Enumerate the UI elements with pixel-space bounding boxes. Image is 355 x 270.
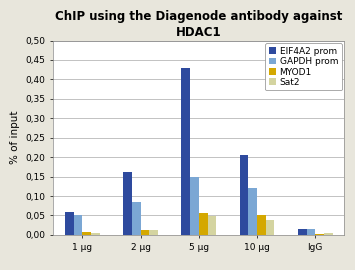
Bar — [199, 213, 208, 235]
Legend: EIF4A2 prom, GAPDH prom, MYOD1, Sat2: EIF4A2 prom, GAPDH prom, MYOD1, Sat2 — [265, 43, 342, 90]
Bar — [248, 188, 257, 235]
Bar — [315, 234, 324, 235]
Bar — [240, 155, 248, 235]
Bar — [257, 215, 266, 235]
Bar — [266, 220, 274, 235]
Bar — [65, 212, 73, 235]
Bar — [132, 202, 141, 235]
Y-axis label: % of input: % of input — [10, 111, 20, 164]
Title: ChIP using the Diagenode antibody against
HDAC1: ChIP using the Diagenode antibody agains… — [55, 10, 343, 39]
Bar — [181, 68, 190, 235]
Bar — [123, 171, 132, 235]
Bar — [208, 216, 216, 235]
Bar — [91, 232, 100, 235]
Bar — [324, 232, 333, 235]
Bar — [190, 177, 199, 235]
Bar — [306, 229, 315, 235]
Bar — [73, 215, 82, 235]
Bar — [298, 229, 306, 235]
Bar — [141, 230, 149, 235]
Bar — [149, 230, 158, 235]
Bar — [82, 232, 91, 235]
